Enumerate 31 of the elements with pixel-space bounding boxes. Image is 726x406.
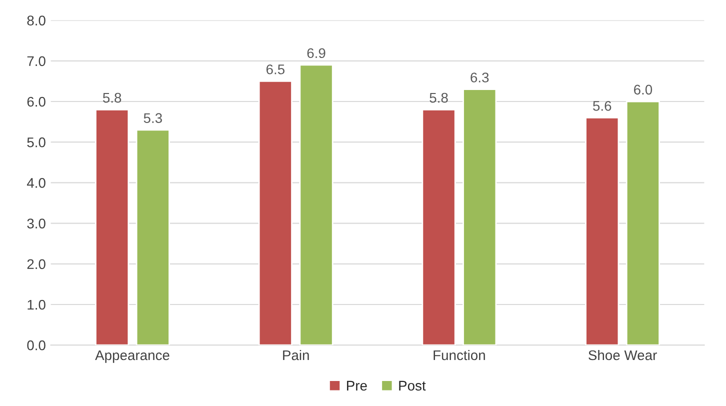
y-tick-label: 8.0 — [27, 16, 46, 26]
y-tick-label: 5.0 — [27, 137, 46, 148]
y-tick-label: 7.0 — [27, 56, 46, 66]
bar — [258, 80, 292, 346]
text: 6.5 — [266, 64, 284, 74]
y-tick-label: 2.0 — [27, 259, 46, 270]
y-tick-label: 6.0 — [27, 96, 46, 107]
bar — [585, 117, 620, 346]
bar — [299, 64, 334, 346]
bar — [422, 108, 456, 346]
text: 5.8 — [430, 92, 448, 103]
y-tick-label: 0.0 — [27, 340, 46, 350]
text: 5.3 — [144, 113, 162, 124]
bar — [95, 108, 130, 346]
text: 5.8 — [102, 92, 122, 103]
x-tick-label: Function — [434, 350, 485, 360]
text: 5.6 — [593, 100, 612, 111]
text: 6.3 — [470, 72, 489, 82]
y-tick-label: 1.0 — [28, 300, 46, 310]
bar — [462, 88, 497, 346]
y-tick-label: 3.0 — [27, 218, 46, 228]
y-tick-label: 4.0 — [26, 178, 46, 188]
text: 6.0 — [634, 84, 652, 95]
legend-label: Pre — [347, 380, 367, 391]
legend-label: Post — [399, 380, 426, 391]
bar — [136, 129, 170, 346]
x-tick-label: Shoe Wear — [588, 350, 657, 360]
bar — [626, 100, 660, 346]
text: 6.9 — [307, 48, 326, 58]
x-tick-label: Pain — [283, 350, 309, 360]
x-tick-label: Appearance — [95, 350, 170, 363]
